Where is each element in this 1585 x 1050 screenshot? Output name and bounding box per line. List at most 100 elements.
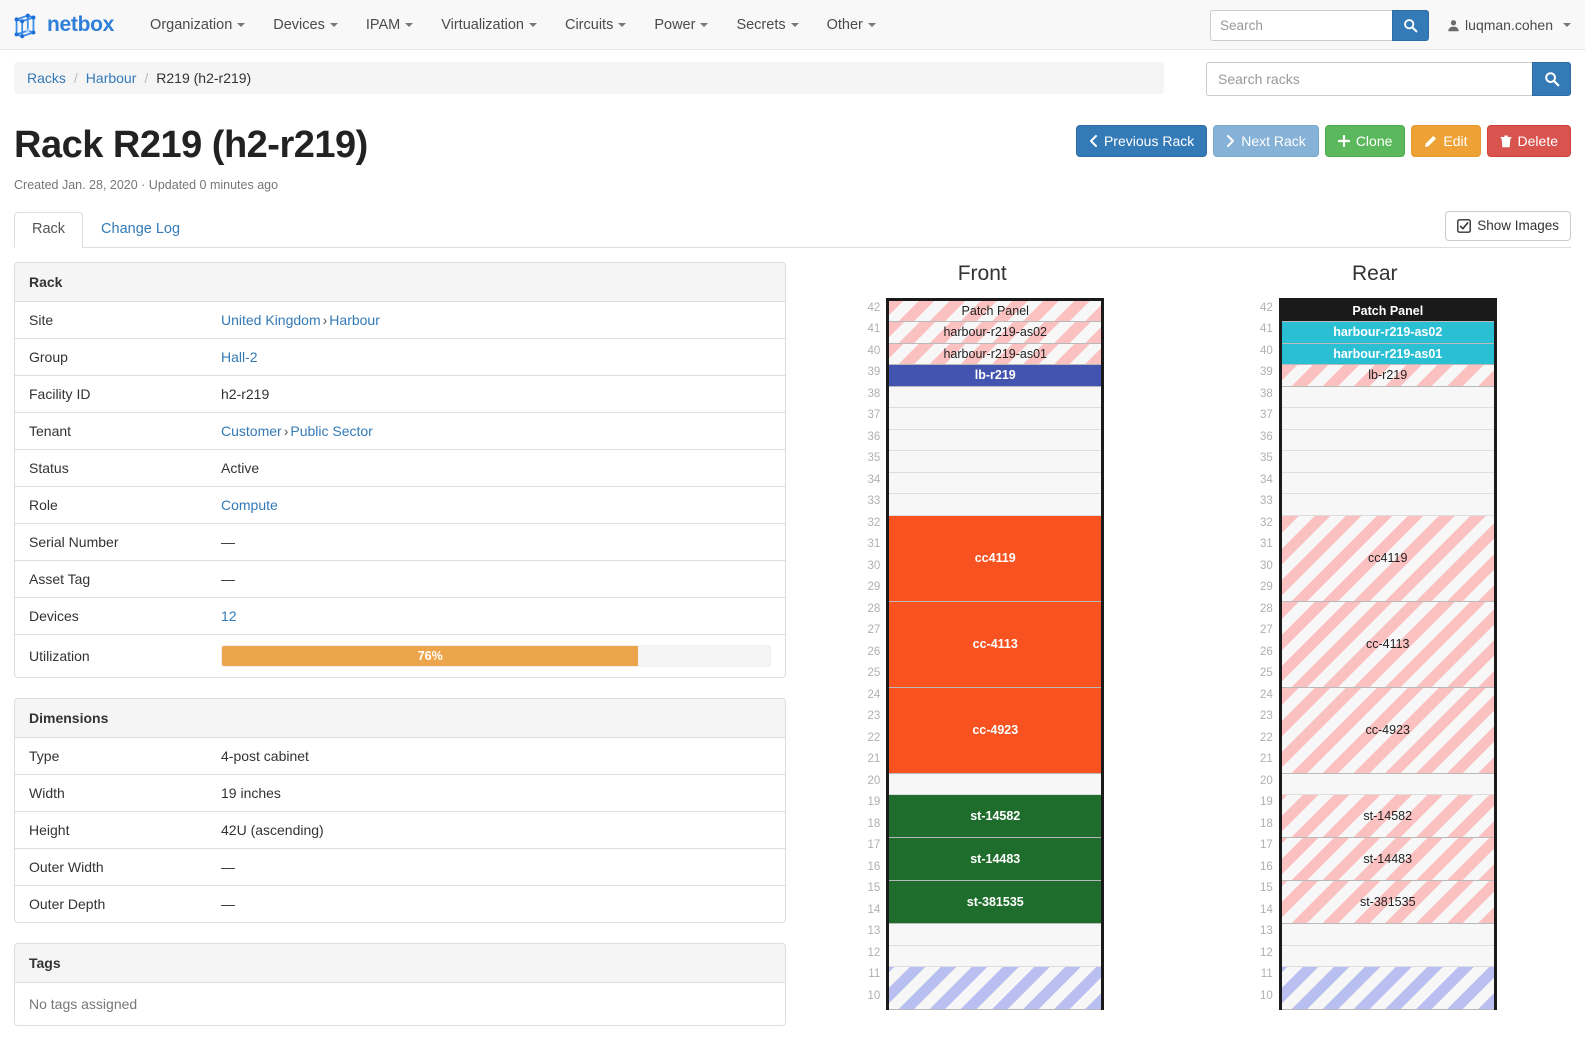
site-link[interactable]: Harbour <box>329 311 380 328</box>
tab-change-log[interactable]: Change Log <box>101 221 181 238</box>
row-key: Group <box>29 348 68 365</box>
next-rack-button[interactable]: Next Rack <box>1213 125 1319 157</box>
breadcrumb-separator: / <box>73 70 78 86</box>
utilization-progress-bar: 76% <box>222 645 639 666</box>
empty-rack-unit[interactable] <box>1281 386 1494 409</box>
chevron-left-icon <box>1089 135 1097 147</box>
rack-device[interactable]: st-14483 <box>1281 838 1494 882</box>
unit-number: 11 <box>868 968 881 981</box>
dimensions-panel: Dimensions Type 4-post cabinet Width 19 … <box>14 697 786 923</box>
nav-item-other[interactable]: Other <box>813 9 890 41</box>
unit-number: 28 <box>1259 602 1273 615</box>
tenant-group-link[interactable]: Customer <box>221 422 282 439</box>
rack-search-input[interactable] <box>1206 62 1532 96</box>
unit-number: 20 <box>1259 774 1273 787</box>
show-images-button[interactable]: Show Images <box>1445 210 1571 241</box>
unit-number: 41 <box>867 323 881 336</box>
delete-button[interactable]: Delete <box>1486 125 1571 157</box>
empty-rack-unit[interactable] <box>889 408 1102 430</box>
rack-device[interactable]: cc-4923 <box>889 687 1102 774</box>
empty-rack-unit[interactable] <box>889 472 1102 495</box>
tab-rack[interactable]: Rack <box>14 212 84 248</box>
role-link[interactable]: Compute <box>221 496 278 513</box>
show-images-label: Show Images <box>1477 218 1559 234</box>
rack-device[interactable]: harbour-r219-as01 <box>1281 343 1494 366</box>
empty-rack-unit[interactable] <box>889 773 1102 796</box>
rack-device[interactable]: harbour-r219-as02 <box>889 322 1102 344</box>
breadcrumb-racks[interactable]: Racks <box>27 70 66 86</box>
rack-device[interactable]: lb-r219 <box>1281 365 1494 387</box>
empty-rack-unit[interactable] <box>889 924 1102 946</box>
empty-rack-unit[interactable] <box>1281 472 1494 495</box>
unit-number: 19 <box>867 796 881 809</box>
rack-device-label: harbour-r219-as01 <box>1333 346 1443 361</box>
rack-device[interactable]: st-14483 <box>889 838 1102 882</box>
global-search <box>1210 9 1430 41</box>
unit-number: 18 <box>1259 817 1273 830</box>
rack-device-unnamed[interactable] <box>889 967 1102 1011</box>
breadcrumb-site[interactable]: Harbour <box>85 70 137 86</box>
breadcrumb-separator: / <box>144 70 149 86</box>
unit-number: 42 <box>867 301 881 314</box>
rack-device[interactable]: harbour-r219-as02 <box>1281 322 1494 344</box>
rack-device-unnamed[interactable] <box>1281 967 1494 1011</box>
row-value: 12 <box>207 597 785 634</box>
rack-device[interactable]: cc4119 <box>889 515 1102 602</box>
rack-device[interactable]: lb-r219 <box>889 365 1102 387</box>
unit-number: 17 <box>867 839 881 852</box>
clone-button[interactable]: Clone <box>1324 125 1406 157</box>
nav-item-power[interactable]: Power <box>640 9 722 41</box>
rack-device-label: cc-4113 <box>1365 637 1410 652</box>
rack-device[interactable]: st-14582 <box>889 795 1102 839</box>
action-buttons: Previous Rack Next Rack Clone Edit Delet… <box>1075 125 1571 157</box>
rack-device[interactable]: st-14582 <box>1281 795 1494 839</box>
empty-rack-unit[interactable] <box>1281 451 1494 473</box>
nav-item-circuits[interactable]: Circuits <box>551 9 640 41</box>
rack-device[interactable]: st-381535 <box>889 881 1102 925</box>
rack-device[interactable]: Patch Panel <box>889 300 1102 323</box>
unit-number: 18 <box>867 817 881 830</box>
user-menu[interactable]: luqman.cohen <box>1447 17 1571 33</box>
empty-rack-unit[interactable] <box>1281 924 1494 946</box>
rack-device[interactable]: cc-4113 <box>889 601 1102 688</box>
rack-device[interactable]: harbour-r219-as01 <box>889 343 1102 366</box>
site-region-link[interactable]: United Kingdom <box>221 311 321 328</box>
global-search-button[interactable] <box>1392 9 1430 41</box>
empty-rack-unit[interactable] <box>1281 408 1494 430</box>
empty-rack-unit[interactable] <box>889 429 1102 452</box>
previous-rack-button[interactable]: Previous Rack <box>1075 125 1208 157</box>
unit-number: 24 <box>867 688 881 701</box>
group-link[interactable]: Hall-2 <box>221 348 258 365</box>
empty-rack-unit[interactable] <box>1281 494 1494 516</box>
edit-button[interactable]: Edit <box>1411 125 1481 157</box>
global-search-input[interactable] <box>1210 9 1393 41</box>
empty-rack-unit[interactable] <box>889 494 1102 516</box>
unit-number: 22 <box>867 731 881 744</box>
rack-attributes-table: Site United Kingdom › Harbour Group Hall-2… <box>15 302 785 677</box>
rack-search-button[interactable] <box>1532 62 1571 96</box>
rack-device[interactable]: cc-4923 <box>1281 687 1494 774</box>
rack-device[interactable]: st-381535 <box>1281 881 1494 925</box>
netbox-logo[interactable]: netbox <box>10 10 114 40</box>
empty-rack-unit[interactable] <box>889 386 1102 409</box>
empty-rack-unit[interactable] <box>889 945 1102 968</box>
search-icon <box>1544 72 1559 87</box>
nav-item-secrets[interactable]: Secrets <box>722 9 812 41</box>
rack-device[interactable]: cc4119 <box>1281 515 1494 602</box>
nav-item-virtualization[interactable]: Virtualization <box>427 9 551 41</box>
nav-item-ipam[interactable]: IPAM <box>352 9 427 41</box>
unit-number: 10 <box>867 989 881 1002</box>
unit-number: 26 <box>867 645 881 658</box>
nav-item-organization[interactable]: Organization <box>136 9 259 41</box>
row-value: Compute <box>207 486 785 523</box>
empty-rack-unit[interactable] <box>1281 773 1494 796</box>
empty-rack-unit[interactable] <box>1281 945 1494 968</box>
rack-device[interactable]: cc-4113 <box>1281 601 1494 688</box>
devices-count-link[interactable]: 12 <box>221 607 237 624</box>
tenant-link[interactable]: Public Sector <box>290 422 373 439</box>
empty-rack-unit[interactable] <box>889 451 1102 473</box>
empty-rack-unit[interactable] <box>1281 429 1494 452</box>
top-navbar: netbox Organization Devices IPAM Virtual… <box>0 0 1585 50</box>
rack-device[interactable]: Patch Panel <box>1281 300 1494 323</box>
nav-item-devices[interactable]: Devices <box>259 9 352 41</box>
